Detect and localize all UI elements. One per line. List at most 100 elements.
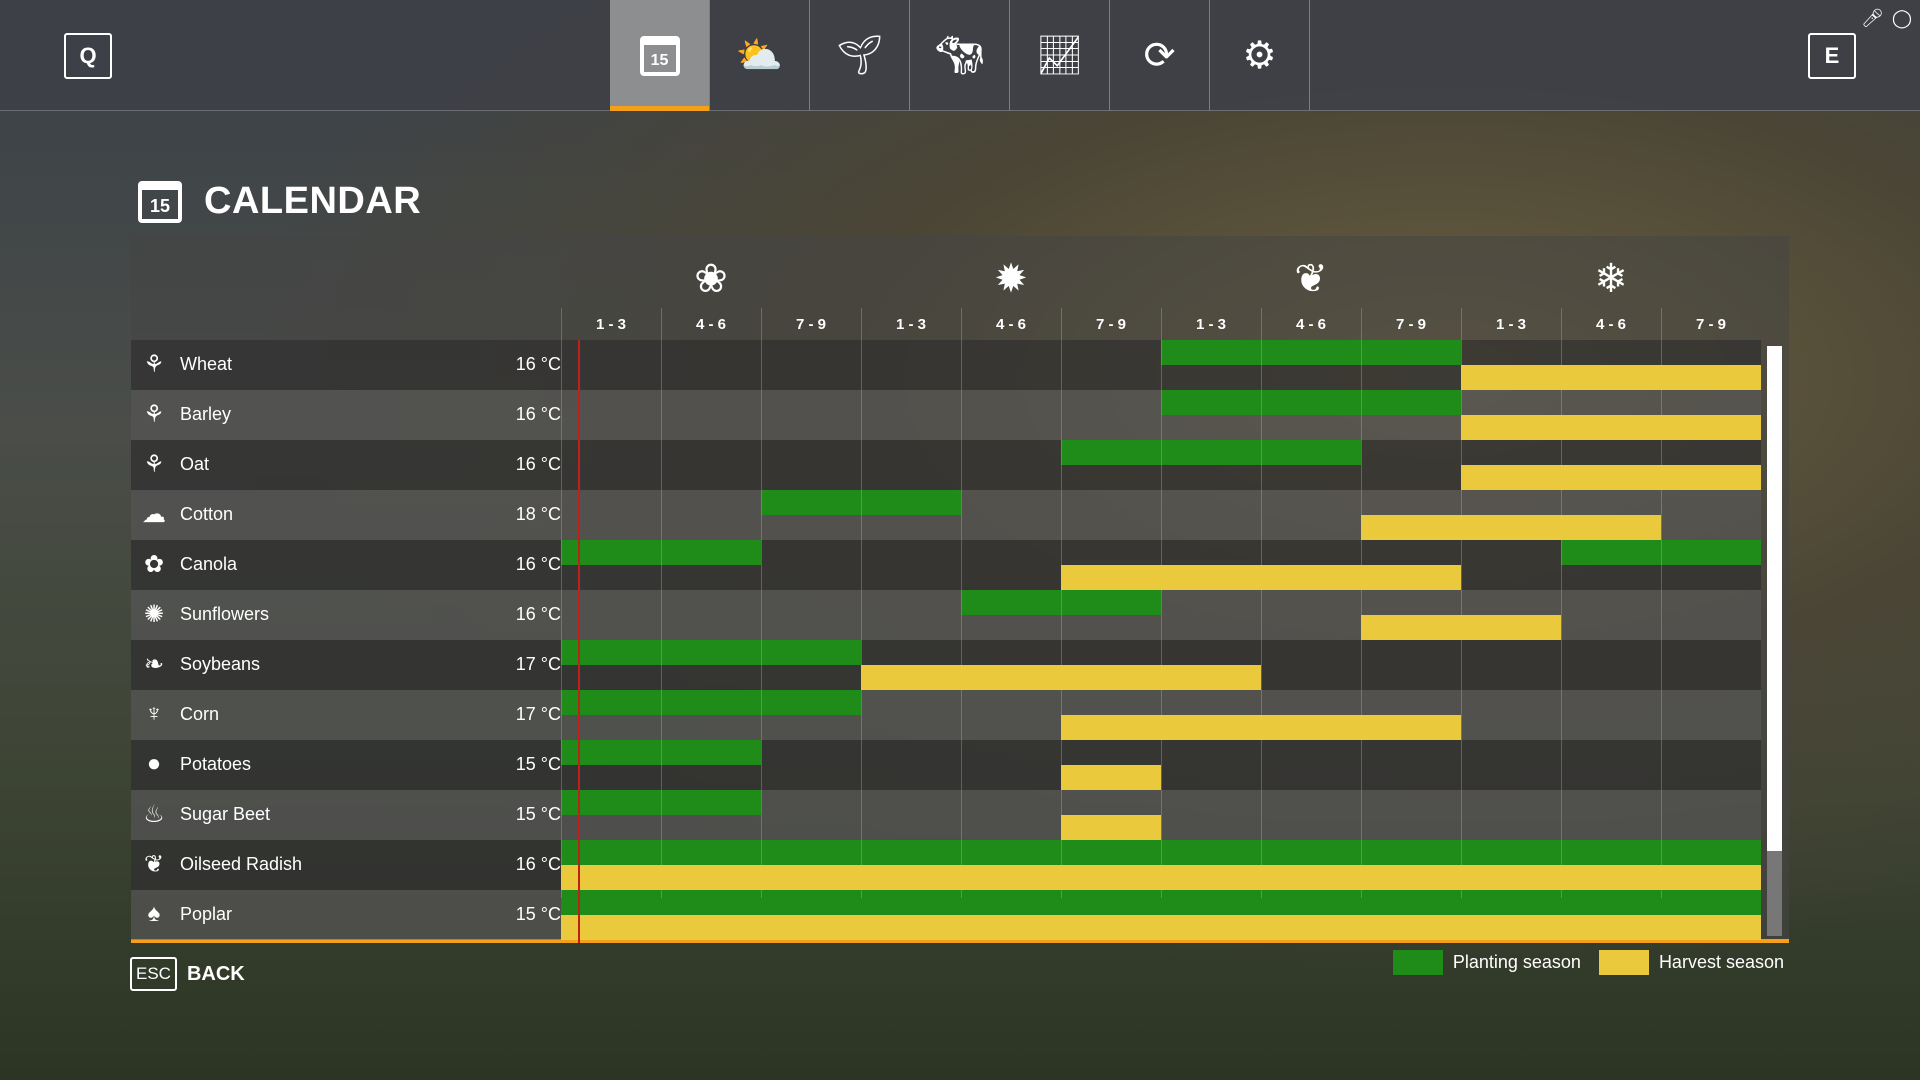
planting-bar [961, 590, 1161, 615]
calendar-table: ♠ Poplar 15 °C ❦ Oilseed Radish 16 °C ♨ Sugar B… [131, 236, 1789, 943]
sunflowers-icon: ✺ [143, 601, 165, 628]
legend-planting: Planting season [1452, 952, 1581, 972]
back-label: BACK [186, 962, 245, 985]
month-label: 7 - 9 [1095, 316, 1126, 333]
crop-name: Sugar Beet [180, 804, 271, 824]
crop-name: Potatoes [180, 754, 252, 774]
crop-row: ♠ Poplar 15 °C [131, 890, 1761, 940]
tab-animals[interactable]: 🐄︎ [910, 0, 1010, 111]
soybeans-icon: ❧ [143, 651, 165, 678]
tab-statistics[interactable]: 📈︎ [1010, 0, 1110, 111]
legend: Planting season Harvest season [1392, 950, 1784, 975]
harvest-bar [1461, 415, 1761, 440]
current-date-marker [578, 340, 580, 943]
column-divider [861, 308, 862, 898]
column-divider [1161, 308, 1162, 898]
crop-name: Poplar [180, 904, 233, 924]
weather-icon: ⛅ [735, 34, 784, 77]
column-divider [1561, 308, 1562, 898]
planting-bar [561, 790, 761, 815]
month-label: 4 - 6 [695, 316, 726, 333]
crop-row: ⚘ Wheat 16 °C [131, 340, 1761, 390]
calendar-icon: 15 [639, 35, 680, 76]
poplar-icon: ♠ [147, 900, 161, 927]
column-divider [661, 308, 662, 898]
crop-name: Corn [180, 704, 220, 724]
crop-temperature: 16 °C [515, 354, 561, 374]
scrollbar[interactable] [1767, 346, 1782, 936]
planting-bar [1161, 340, 1461, 365]
planting-bar [1161, 390, 1461, 415]
tab-weather[interactable]: ⛅ [710, 0, 810, 111]
harvest-bar [1061, 565, 1461, 590]
planting-bar [1061, 440, 1361, 465]
planting-bar [561, 690, 861, 715]
crop-temperature: 15 °C [515, 754, 561, 774]
next-page-key-button[interactable]: E [1808, 33, 1856, 79]
tab-calendar[interactable]: 15 [610, 0, 710, 111]
crop-temperature: 15 °C [515, 904, 561, 924]
page-header: 15 CALENDAR [138, 180, 421, 223]
harvest-bar [1461, 465, 1761, 490]
crop-name: Soybeans [180, 654, 261, 674]
canola-icon: ✿ [143, 551, 165, 578]
month-label: 7 - 9 [1395, 316, 1426, 333]
cow-icon: 🐄︎ [935, 34, 984, 77]
harvest-swatch [1598, 950, 1649, 975]
harvest-bar [861, 665, 1261, 690]
harvest-bar [561, 915, 1761, 940]
crop-temperature: 16 °C [515, 454, 561, 474]
crop-row: ✿ Canola 16 °C [131, 540, 1761, 590]
legend-harvest: Harvest season [1658, 952, 1784, 972]
sun-icon: ✹ [994, 257, 1028, 301]
planting-bar [561, 540, 761, 565]
scrollbar-thumb[interactable] [1767, 346, 1782, 851]
crop-row: ☁ Cotton 18 °C [131, 490, 1761, 540]
crop-row: ⚘ Oat 16 °C [131, 440, 1761, 490]
wheat-icon: ⚘ [143, 351, 165, 378]
crop-row: ♨ Sugar Beet 15 °C [131, 790, 1761, 840]
harvest-bar [561, 865, 1761, 890]
month-label: 7 - 9 [1695, 316, 1726, 333]
crop-temperature: 16 °C [515, 554, 561, 574]
month-label: 1 - 3 [895, 316, 926, 333]
month-label: 4 - 6 [995, 316, 1026, 333]
harvest-bar [1361, 515, 1661, 540]
back-button[interactable]: ESC BACK [130, 957, 245, 991]
tab-settings[interactable]: ⚙ [1210, 0, 1310, 111]
crop-temperature: 17 °C [515, 654, 561, 674]
harvest-bar [1061, 765, 1161, 790]
column-divider [1361, 308, 1362, 898]
crop-row: ✺ Sunflowers 16 °C [131, 590, 1761, 640]
column-divider [1661, 308, 1662, 898]
planting-bar [561, 740, 761, 765]
planting-bar [561, 890, 1761, 915]
planting-bar [561, 640, 861, 665]
prev-page-key-button[interactable]: Q [64, 33, 112, 79]
flower-icon: ❀ [694, 257, 728, 301]
corn-icon: ♆ [145, 700, 163, 727]
crop-temperature: 15 °C [515, 804, 561, 824]
tab-cycle[interactable]: ⟳ [1110, 0, 1210, 111]
stats-icon: 📈︎ [1035, 34, 1084, 77]
tab-crops[interactable]: 🌱︎ [810, 0, 910, 111]
crop-row: ● Potatoes 15 °C [131, 740, 1761, 790]
planting-bar [761, 490, 961, 515]
oilseed-radish-icon: ❦ [143, 851, 165, 878]
harvest-bar [1361, 615, 1561, 640]
column-divider [1261, 308, 1262, 898]
crop-name: Sunflowers [180, 604, 270, 624]
potatoes-icon: ● [146, 750, 162, 777]
barley-icon: ⚘ [143, 401, 165, 428]
crop-name: Oat [180, 454, 210, 474]
settings-icon: ⚙ [1242, 35, 1277, 77]
crop-name: Canola [180, 554, 238, 574]
planting-bar [561, 840, 1761, 865]
calendar-icon: 15 [138, 180, 182, 223]
oat-icon: ⚘ [143, 451, 165, 478]
crop-temperature: 16 °C [515, 404, 561, 424]
sugar-beet-icon: ♨ [143, 801, 165, 828]
column-divider [561, 308, 562, 898]
sprout-icon: 🌱︎ [835, 34, 884, 77]
top-navigation-bar: Q 15 ⛅ 🌱︎ 🐄︎ 📈︎ ⟳ ⚙ E 🎤︎ ◯ [0, 0, 1920, 111]
